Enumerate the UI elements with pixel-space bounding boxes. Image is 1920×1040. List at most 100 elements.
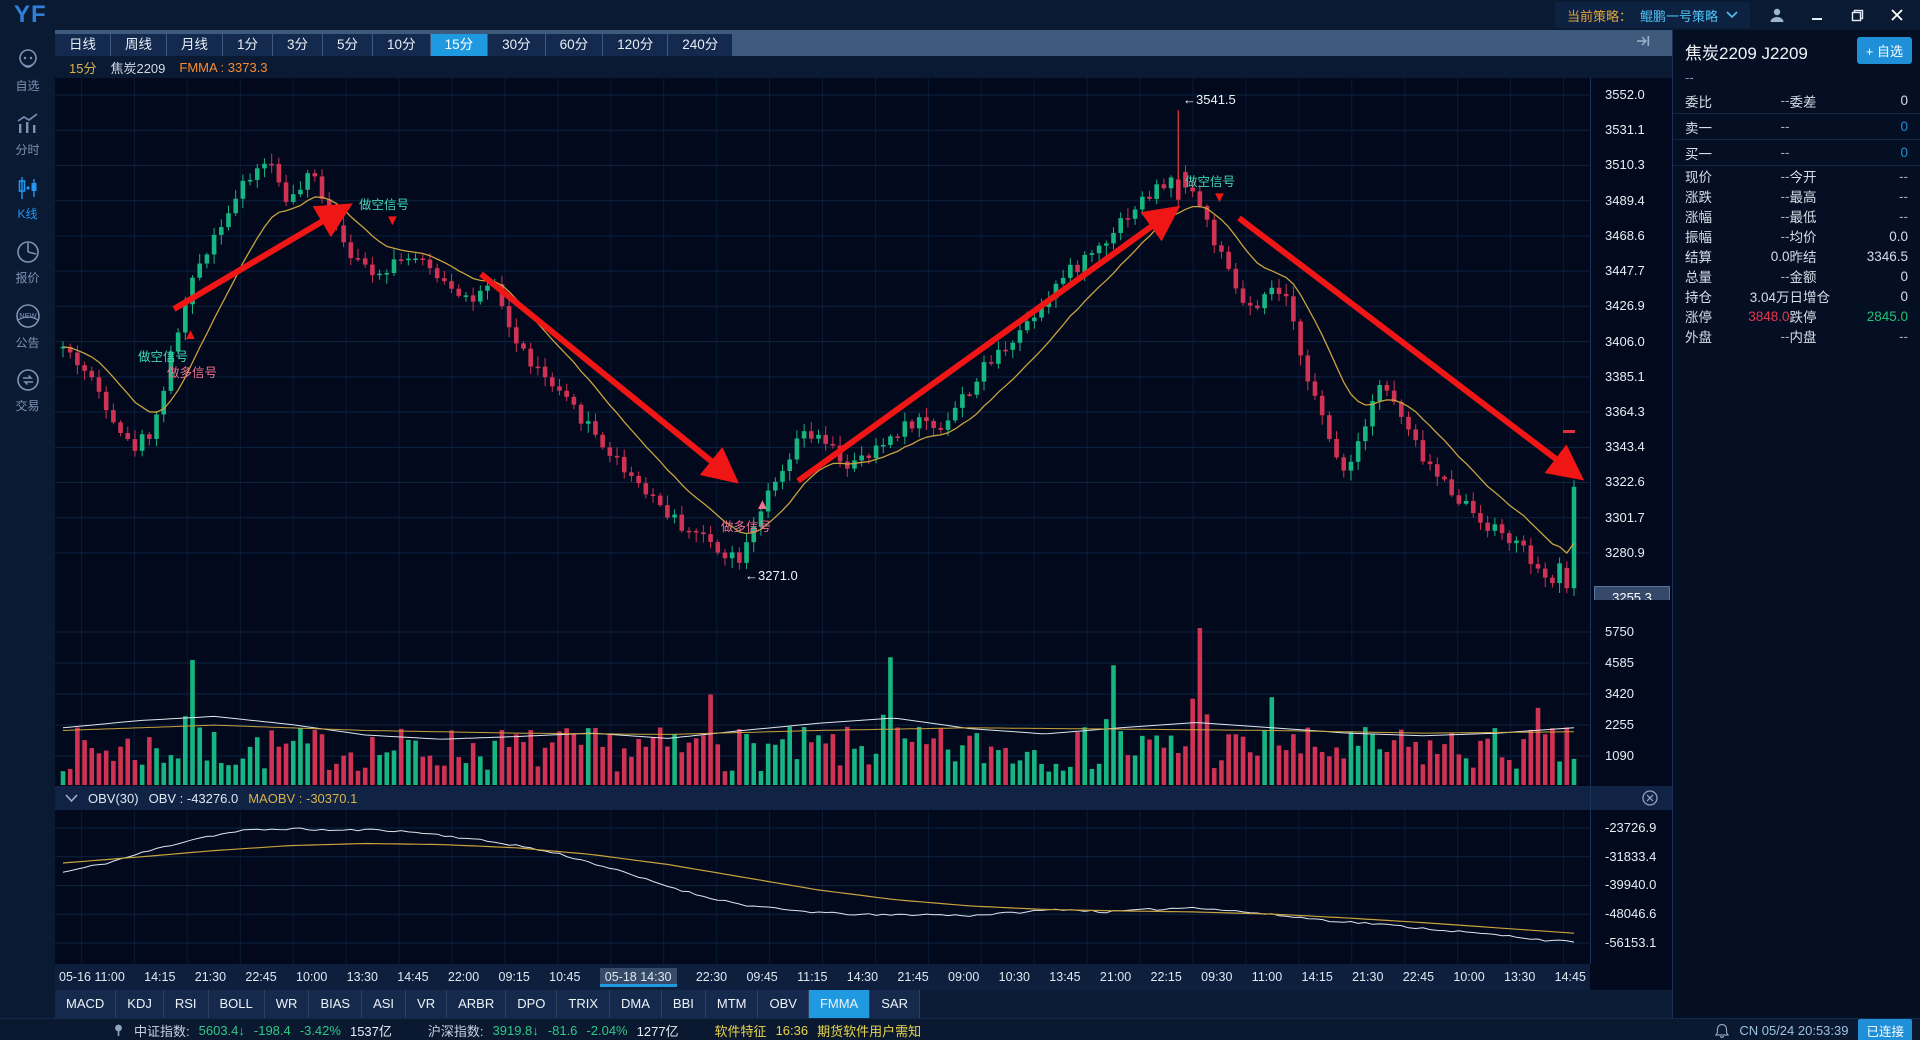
time-label: 21:30 (1352, 970, 1384, 984)
quote-row: 委比 -- 委差 0 (1673, 88, 1920, 114)
titlebar-right: 当前策略： 鲲鹏一号策略 (1554, 0, 1910, 30)
indicator-tab-OBV[interactable]: OBV (758, 990, 809, 1018)
indicator-tab-VR[interactable]: VR (406, 990, 448, 1018)
time-label: 13:30 (1504, 970, 1536, 984)
notice-time: 16:36 (775, 1022, 809, 1038)
sidebar-item-label: 自选 (15, 78, 40, 93)
left-sidebar: 自选分时 K线报价 NEW 公告 交易 (0, 30, 55, 1018)
volume-pane[interactable]: 5750 4585 3420 2255 1090 (55, 600, 1672, 786)
bell-icon[interactable] (1715, 1023, 1730, 1038)
candlestick-chart (55, 78, 1590, 600)
indicator-tab-ASI[interactable]: ASI (362, 990, 407, 1018)
quote-row: 振幅 -- 均价 0.0 (1673, 226, 1920, 246)
quote-label: 买一 (1685, 146, 1712, 162)
timeframe-tab-240分[interactable]: 240分 (668, 34, 733, 56)
sidebar-item-intraday[interactable]: 分时 (0, 104, 55, 164)
indicator-tab-BOLL[interactable]: BOLL (208, 990, 265, 1018)
timeframe-tab-周线[interactable]: 周线 (111, 34, 166, 56)
connection-badge[interactable]: 已连接 (1858, 1018, 1912, 1040)
quote-value: -- (1780, 208, 1790, 224)
timeframe-tab-120分[interactable]: 120分 (603, 34, 668, 56)
add-watchlist-button[interactable]: + 自选 (1856, 37, 1912, 64)
status-left: 中证指数: 5603.4↓ -198.4 -3.42% 1537亿 沪深指数: … (112, 1021, 921, 1040)
indicator-tab-KDJ[interactable]: KDJ (116, 990, 164, 1018)
indicator-tab-ARBR[interactable]: ARBR (447, 990, 507, 1018)
quote-row: 持仓 3.04万 日增仓 0 (1673, 286, 1920, 306)
candlestick-pane[interactable]: 3552.0 3531.1 3510.3 3489.4 3468.6 3447.7 3426… (55, 78, 1672, 609)
quote-value: 3.04万 (1749, 290, 1790, 305)
timeframe-tab-月线[interactable]: 月线 (167, 34, 222, 56)
indicator-tab-TRIX[interactable]: TRIX (557, 990, 611, 1018)
time-label: 14:45 (397, 970, 429, 984)
indicator-tab-MTM[interactable]: MTM (705, 990, 759, 1018)
app-logo: YF (14, 1, 47, 28)
time-label: 09:00 (948, 970, 980, 984)
timeframe-tab-30分[interactable]: 30分 (488, 34, 545, 56)
indicator-tab-DMA[interactable]: DMA (610, 990, 662, 1018)
indicator-tab-DPO[interactable]: DPO (506, 990, 558, 1018)
strategy-selector[interactable]: 当前策略： 鲲鹏一号策略 (1554, 2, 1750, 28)
indicator-tab-BBI[interactable]: BBI (661, 990, 706, 1018)
sidebar-item-watchlist[interactable]: 自选 (0, 40, 55, 100)
sidebar-item-notice[interactable]: NEW 公告 (0, 296, 55, 356)
indicator-tab-BIAS[interactable]: BIAS (309, 990, 363, 1018)
notice-feature-link[interactable]: 软件特征 (714, 1023, 767, 1039)
quote-value: 3346.5 (1866, 248, 1908, 264)
sidebar-item-label: K线 (17, 206, 38, 221)
timeframe-tab-1分[interactable]: 1分 (223, 34, 273, 56)
index1-change: -198.4 (253, 1022, 291, 1038)
close-button[interactable] (1884, 2, 1910, 28)
signal-arrow-icon: ▼ (1212, 189, 1227, 206)
obv-pane[interactable]: -23726.9 -31833.4 -39940.0 -48046.6 -56153.1 (55, 810, 1672, 964)
low-price-callout: ←3271.0 (745, 568, 798, 583)
chart-indicator-label: FMMA : 3373.3 (179, 59, 268, 75)
sidebar-item-quotes[interactable]: 报价 (0, 232, 55, 292)
maobv-value-label: MAOBV : -30370.1 (248, 790, 358, 806)
time-label: 14:15 (144, 970, 176, 984)
quote-value: 0 (1900, 288, 1908, 304)
indicator-tab-WR[interactable]: WR (264, 990, 310, 1018)
user-icon[interactable] (1764, 2, 1790, 28)
price-axis-label: 3447.7 (1605, 263, 1645, 279)
time-label: 11:00 (1251, 970, 1283, 984)
time-label: 09:45 (746, 970, 778, 984)
timeframe-tab-5分[interactable]: 5分 (323, 34, 373, 56)
quote-label: 委比 (1685, 94, 1712, 110)
chart-period-label: 15分 (69, 60, 97, 76)
signal-label: 做多信号 (167, 366, 218, 380)
time-label: 10:45 (549, 970, 581, 984)
collapse-chevron-icon[interactable] (65, 793, 78, 803)
indicator-tab-RSI[interactable]: RSI (163, 990, 209, 1018)
contract-title: 焦炭2209 J2209 (1685, 43, 1808, 63)
sidebar-item-kline[interactable]: K线 (0, 168, 55, 228)
timeframe-tab-10分[interactable]: 10分 (373, 34, 430, 56)
quote-label: 外盘 (1685, 330, 1712, 345)
time-label: 14:30 (846, 970, 879, 984)
timeframe-tab-3分[interactable]: 3分 (273, 34, 323, 56)
restore-button[interactable] (1844, 2, 1870, 28)
quote-value: -- (1780, 328, 1790, 344)
timeframe-tab-日线[interactable]: 日线 (55, 34, 110, 56)
quote-label: 日增仓 (1789, 290, 1831, 305)
indicator-tab-SAR[interactable]: SAR (870, 990, 920, 1018)
time-label: 21:00 (1099, 970, 1132, 984)
index2-label: 沪深指数: (427, 1023, 484, 1039)
sidebar-item-trade[interactable]: 交易 (0, 360, 55, 420)
time-axis: 05-16 11:00 14:15 21:30 22:45 10:00 13:30 14:4… (55, 964, 1590, 990)
quote-label: 委差 (1789, 94, 1817, 110)
pin-icon[interactable] (112, 1023, 125, 1037)
sidebar-item-label: 分时 (15, 142, 40, 157)
indicator-tab-MACD[interactable]: MACD (55, 990, 117, 1018)
indicator-tab-FMMA[interactable]: FMMA (808, 990, 871, 1018)
timeframe-tab-15分[interactable]: 15分 (430, 34, 488, 56)
price-axis-label: 3385.1 (1605, 368, 1645, 384)
timeframe-tab-60分[interactable]: 60分 (545, 34, 603, 56)
notice-user-link[interactable]: 期货软件用户需知 (817, 1023, 922, 1039)
quote-value: -- (1780, 145, 1790, 160)
collapse-panel-icon[interactable] (1636, 35, 1650, 47)
close-indicator-icon[interactable] (1642, 790, 1658, 806)
price-axis-label: 3468.6 (1605, 227, 1645, 243)
minimize-button[interactable] (1804, 2, 1830, 28)
time-label: 05-16 11:00 (59, 970, 125, 984)
chevron-down-icon[interactable] (1726, 11, 1738, 19)
